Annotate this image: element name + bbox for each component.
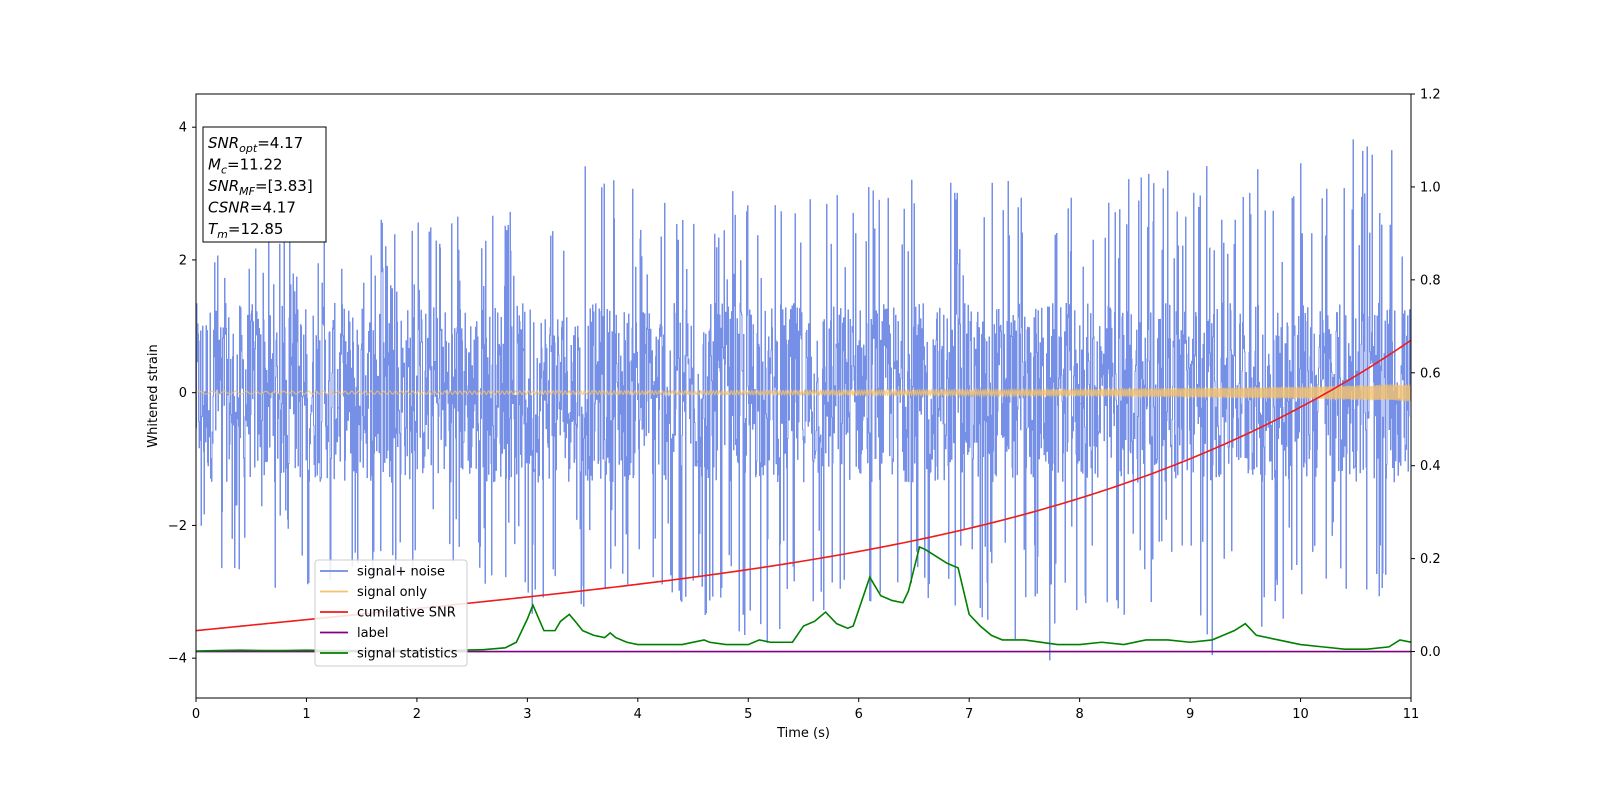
y-left-tick-label: 0 bbox=[179, 386, 187, 401]
y-axis-right: 0.0 0.2 0.4 0.6 0.8 1.0 1.2 bbox=[1411, 88, 1441, 660]
line-signal-noise bbox=[196, 139, 1411, 661]
x-tick-label: 7 bbox=[965, 707, 973, 722]
legend-label: signal statistics bbox=[357, 647, 458, 662]
info-line: SNRopt=4.17 bbox=[208, 134, 303, 155]
series-signal-only bbox=[196, 383, 1411, 402]
legend-label: label bbox=[357, 626, 388, 641]
y-left-tick-label: 2 bbox=[179, 253, 187, 268]
legend-label: signal only bbox=[357, 585, 427, 600]
x-tick-label: 2 bbox=[413, 707, 421, 722]
x-tick-label: 11 bbox=[1403, 707, 1420, 722]
x-tick-label: 5 bbox=[744, 707, 752, 722]
y-right-tick-label: 0.2 bbox=[1420, 552, 1441, 567]
y-right-tick-label: 0.0 bbox=[1420, 645, 1441, 660]
legend-label: signal+ noise bbox=[357, 565, 445, 580]
plot-frame bbox=[195, 93, 1412, 699]
legend-label: cumilative SNR bbox=[357, 606, 456, 621]
info-line: Mc=11.22 bbox=[208, 156, 283, 177]
x-tick-label: 9 bbox=[1186, 707, 1194, 722]
y-axis-left: −4 −2 0 2 4 bbox=[168, 121, 196, 667]
info-box: SNRopt=4.17Mc=11.22SNRMF=[3.83]CSNR=4.17… bbox=[202, 126, 327, 243]
y-left-tick-label: −4 bbox=[168, 652, 187, 667]
x-tick-label: 4 bbox=[634, 707, 642, 722]
info-line: CSNR=4.17 bbox=[208, 199, 296, 217]
line-signal-only bbox=[196, 383, 1411, 402]
line-signal-statistics bbox=[196, 545, 1411, 652]
y-right-tick-label: 0.4 bbox=[1420, 459, 1441, 474]
info-line: Tm=12.85 bbox=[208, 220, 283, 241]
info-line: SNRMF=[3.83] bbox=[208, 177, 313, 198]
x-tick-label: 1 bbox=[302, 707, 310, 722]
x-axis-label: Time (s) bbox=[776, 726, 830, 741]
x-tick-label: 8 bbox=[1075, 707, 1083, 722]
y-left-tick-label: −2 bbox=[168, 519, 187, 534]
x-tick-label: 10 bbox=[1292, 707, 1309, 722]
y-right-tick-label: 1.0 bbox=[1420, 180, 1441, 195]
x-axis: 0 1 2 3 4 5 6 7 8 9 10 11 bbox=[192, 698, 1419, 722]
legend: signal+ noise signal only cumilative SNR la… bbox=[314, 559, 468, 667]
y-axis-label: Whitened strain bbox=[146, 344, 161, 447]
x-tick-label: 3 bbox=[523, 707, 531, 722]
y-right-tick-label: 0.8 bbox=[1420, 273, 1441, 288]
series-signal-noise bbox=[196, 139, 1411, 661]
y-right-tick-label: 0.6 bbox=[1420, 366, 1441, 381]
y-left-tick-label: 4 bbox=[179, 121, 187, 136]
x-tick-label: 6 bbox=[855, 707, 863, 722]
x-tick-label: 0 bbox=[192, 707, 200, 722]
y-right-tick-label: 1.2 bbox=[1420, 88, 1441, 103]
